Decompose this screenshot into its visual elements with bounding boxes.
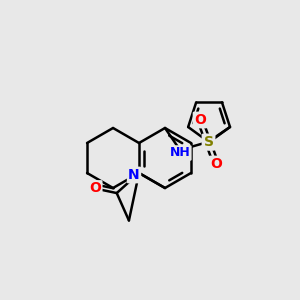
- Text: NH: NH: [169, 146, 190, 160]
- Text: O: O: [194, 113, 206, 127]
- Text: S: S: [204, 135, 214, 149]
- Text: O: O: [210, 157, 222, 171]
- Text: S: S: [203, 135, 213, 149]
- Text: N: N: [128, 168, 140, 182]
- Text: O: O: [89, 182, 101, 196]
